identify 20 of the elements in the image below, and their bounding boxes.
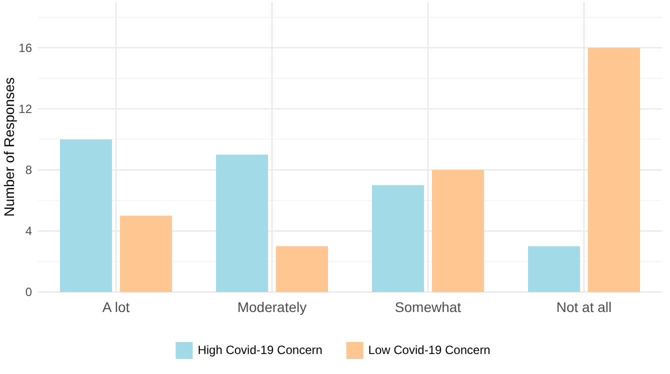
bar: [276, 246, 328, 292]
y-tick-label: 4: [25, 224, 32, 238]
bar: [120, 216, 172, 292]
bar: [432, 170, 484, 292]
bar: [60, 139, 112, 292]
bar: [528, 246, 580, 292]
x-tick-label: Somewhat: [394, 299, 462, 315]
x-tick-label: Not at all: [556, 299, 612, 315]
legend-label: Low Covid-19 Concern: [368, 343, 490, 358]
y-tick-label: 16: [18, 40, 32, 55]
bar: [588, 48, 640, 292]
x-tick-label: A lot: [102, 299, 130, 315]
y-tick-label: 12: [18, 102, 32, 116]
x-tick-label: Moderately: [237, 299, 307, 315]
legend-label: High Covid-19 Concern: [198, 343, 322, 358]
bar: [372, 185, 424, 292]
y-tick-label: 0: [25, 285, 32, 300]
y-tick-label: 8: [25, 163, 32, 178]
y-axis-title: Number of Responses: [1, 77, 17, 217]
bar: [216, 154, 268, 292]
